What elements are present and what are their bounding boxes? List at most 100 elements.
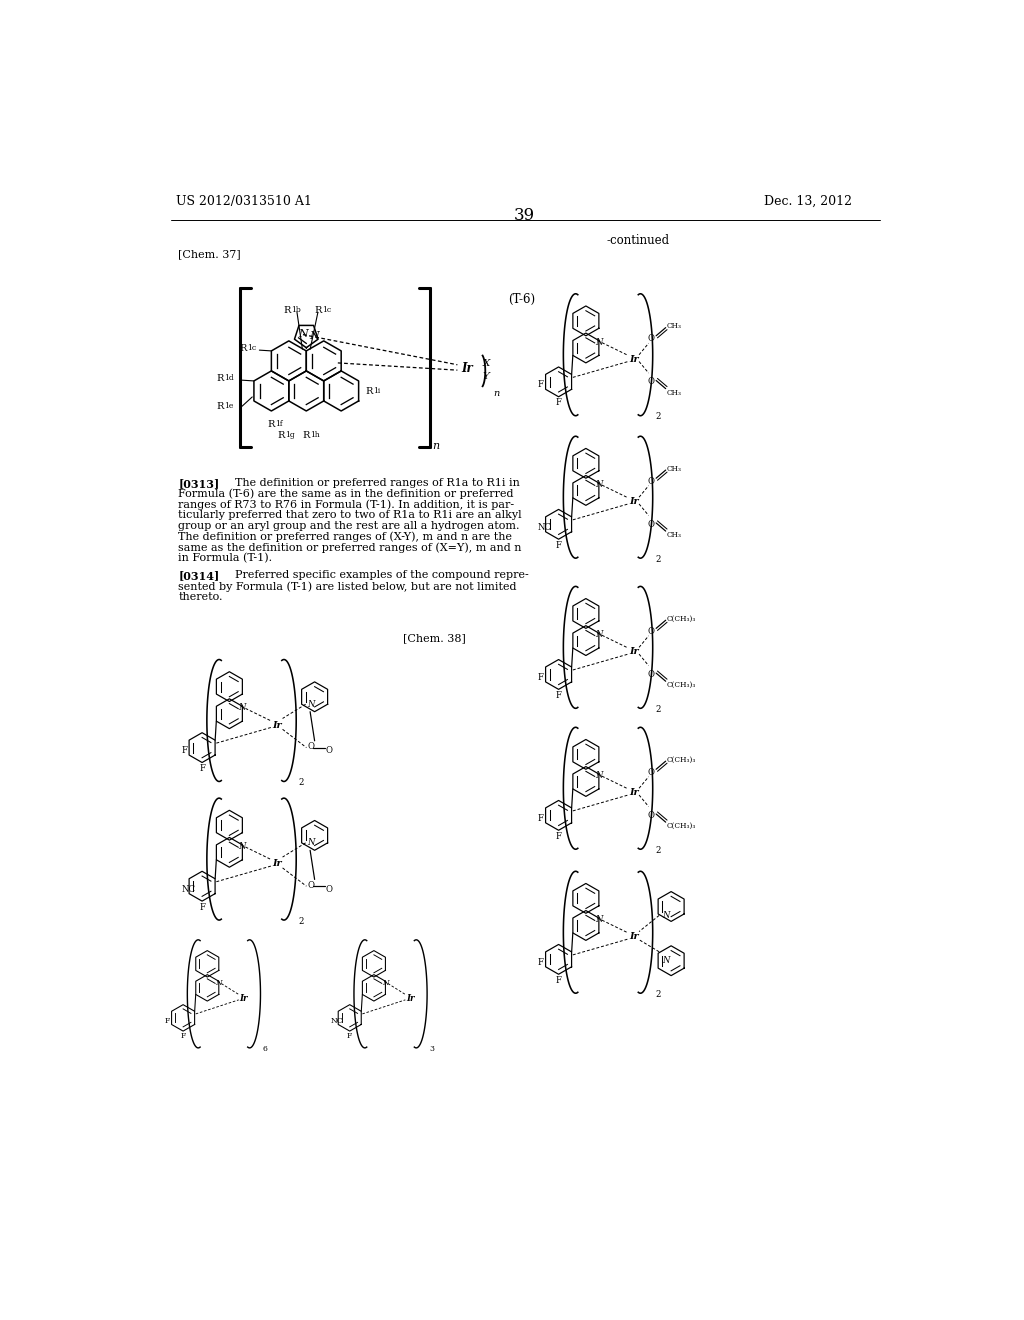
Text: Ir: Ir xyxy=(629,498,638,506)
Text: NC: NC xyxy=(538,523,552,532)
Text: (T-6): (T-6) xyxy=(508,293,535,306)
Text: n: n xyxy=(432,441,439,451)
Text: -continued: -continued xyxy=(606,234,670,247)
Text: same as the definition or preferred ranges of (X=Y), m and n: same as the definition or preferred rang… xyxy=(178,543,522,553)
Text: O: O xyxy=(647,627,654,636)
Text: C(CH₃)₃: C(CH₃)₃ xyxy=(667,681,696,689)
Text: Ir: Ir xyxy=(629,932,638,941)
Text: ranges of R73 to R76 in Formula (T-1). In addition, it is par-: ranges of R73 to R76 in Formula (T-1). I… xyxy=(178,499,514,510)
Text: N: N xyxy=(595,630,602,639)
Text: O: O xyxy=(647,378,654,387)
Text: [0313]: [0313] xyxy=(178,478,219,488)
Text: R: R xyxy=(283,306,291,315)
Text: 1c: 1c xyxy=(322,306,331,314)
Text: N: N xyxy=(309,331,318,341)
Text: N: N xyxy=(239,842,246,851)
Text: N: N xyxy=(298,329,308,339)
Text: R: R xyxy=(302,430,310,440)
Text: R: R xyxy=(267,420,274,429)
Text: 2: 2 xyxy=(655,412,660,421)
Text: F: F xyxy=(556,690,561,700)
Text: 3: 3 xyxy=(429,1045,434,1053)
Text: 2: 2 xyxy=(655,990,660,999)
Text: sented by Formula (T-1) are listed below, but are not limited: sented by Formula (T-1) are listed below… xyxy=(178,581,517,591)
Text: R: R xyxy=(216,403,223,412)
Text: 1c: 1c xyxy=(247,345,256,352)
Text: F: F xyxy=(180,1032,185,1040)
Text: R: R xyxy=(278,430,285,440)
Text: 1f: 1f xyxy=(275,420,283,428)
Text: Ir: Ir xyxy=(629,647,638,656)
Text: 6: 6 xyxy=(263,1045,267,1053)
Text: US 2012/0313510 A1: US 2012/0313510 A1 xyxy=(176,194,312,207)
Text: [Chem. 38]: [Chem. 38] xyxy=(403,634,466,643)
Text: 2: 2 xyxy=(299,916,304,925)
Text: N: N xyxy=(663,956,670,965)
Text: O: O xyxy=(647,477,654,486)
Text: O: O xyxy=(647,520,654,528)
Text: O: O xyxy=(647,669,654,678)
Text: 1e: 1e xyxy=(224,403,233,411)
Text: [Chem. 37]: [Chem. 37] xyxy=(178,249,241,259)
Text: N: N xyxy=(595,771,602,780)
Text: O: O xyxy=(647,768,654,777)
Text: N: N xyxy=(595,480,602,488)
Text: F: F xyxy=(556,975,561,985)
Text: The definition or preferred ranges of (X-Y), m and n are the: The definition or preferred ranges of (X… xyxy=(178,532,512,543)
Text: N: N xyxy=(307,700,314,709)
Text: O: O xyxy=(308,742,314,751)
Text: CH₃: CH₃ xyxy=(667,465,682,473)
Text: N: N xyxy=(595,338,602,347)
Text: 2: 2 xyxy=(655,846,660,855)
Text: O: O xyxy=(326,884,333,894)
Text: Formula (T-6) are the same as in the definition or preferred: Formula (T-6) are the same as in the def… xyxy=(178,488,514,499)
Text: R: R xyxy=(240,345,247,352)
Text: [0314]: [0314] xyxy=(178,570,219,581)
Text: Y: Y xyxy=(482,372,489,381)
Text: O: O xyxy=(647,334,654,343)
Text: F: F xyxy=(199,764,205,774)
Text: group or an aryl group and the rest are all a hydrogen atom.: group or an aryl group and the rest are … xyxy=(178,521,520,531)
Text: Ir: Ir xyxy=(406,994,415,1003)
Text: Ir: Ir xyxy=(629,788,638,797)
Text: O: O xyxy=(308,880,314,890)
Text: CH₃: CH₃ xyxy=(667,531,682,539)
Text: thereto.: thereto. xyxy=(178,591,223,602)
Text: C(CH₃)₃: C(CH₃)₃ xyxy=(667,822,696,830)
Text: 1d: 1d xyxy=(224,374,233,381)
Text: F: F xyxy=(165,1016,170,1024)
Text: F: F xyxy=(347,1032,352,1040)
Text: N: N xyxy=(239,704,246,713)
Text: in Formula (T-1).: in Formula (T-1). xyxy=(178,553,272,564)
Text: 2: 2 xyxy=(655,705,660,714)
Text: N: N xyxy=(307,838,314,847)
Text: F: F xyxy=(199,903,205,912)
Text: N: N xyxy=(382,978,388,986)
Text: R: R xyxy=(314,306,322,315)
Text: CH₃: CH₃ xyxy=(667,322,682,330)
Text: F: F xyxy=(538,958,544,966)
Text: 1h: 1h xyxy=(310,430,319,440)
Text: F: F xyxy=(538,380,544,389)
Text: Ir: Ir xyxy=(240,994,248,1003)
Text: O: O xyxy=(647,810,654,820)
Text: N: N xyxy=(663,911,670,920)
Text: F: F xyxy=(556,541,561,549)
Text: N: N xyxy=(595,915,602,924)
Text: Ir: Ir xyxy=(629,355,638,364)
Text: N: N xyxy=(215,978,222,986)
Text: Dec. 13, 2012: Dec. 13, 2012 xyxy=(764,194,852,207)
Text: ticularly preferred that zero to two of R1a to R1i are an alkyl: ticularly preferred that zero to two of … xyxy=(178,511,522,520)
Text: NC: NC xyxy=(331,1016,344,1024)
Text: 2: 2 xyxy=(655,554,660,564)
Text: F: F xyxy=(538,814,544,822)
Text: 2: 2 xyxy=(299,777,304,787)
Text: 39: 39 xyxy=(514,207,536,224)
Text: The definition or preferred ranges of R1a to R1i in: The definition or preferred ranges of R1… xyxy=(221,478,520,488)
Text: X: X xyxy=(482,359,489,368)
Text: n: n xyxy=(494,389,500,399)
Text: F: F xyxy=(556,399,561,408)
Text: C(CH₃)₃: C(CH₃)₃ xyxy=(667,756,696,764)
Text: 1g: 1g xyxy=(286,430,295,440)
Text: F: F xyxy=(556,832,561,841)
